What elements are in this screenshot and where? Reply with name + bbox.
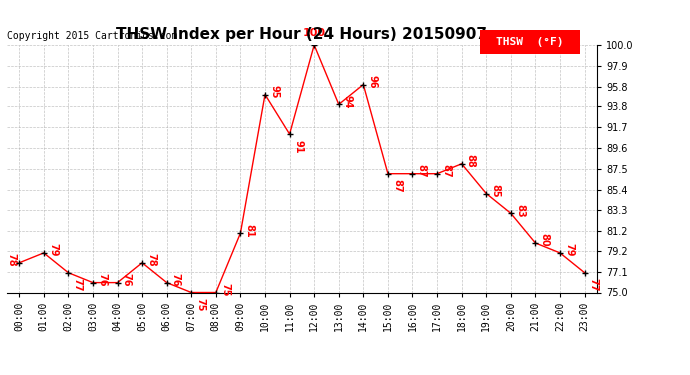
Text: 80: 80 <box>540 233 549 247</box>
Text: 79: 79 <box>48 243 58 257</box>
Text: 100: 100 <box>303 28 326 38</box>
Text: 96: 96 <box>368 75 377 88</box>
Text: 85: 85 <box>491 184 500 198</box>
Text: 79: 79 <box>564 243 574 257</box>
Text: 77: 77 <box>589 279 599 292</box>
Text: 87: 87 <box>392 179 402 193</box>
Text: 75: 75 <box>220 283 230 297</box>
Text: 94: 94 <box>343 95 353 108</box>
Text: 83: 83 <box>515 204 525 218</box>
Text: Copyright 2015 Cartronics.com: Copyright 2015 Cartronics.com <box>7 32 177 41</box>
Text: 76: 76 <box>121 273 132 286</box>
Text: 76: 76 <box>171 273 181 286</box>
Text: 78: 78 <box>7 253 17 267</box>
Text: 88: 88 <box>466 154 476 168</box>
Text: 75: 75 <box>195 298 206 312</box>
Text: 77: 77 <box>72 279 83 292</box>
Text: 91: 91 <box>294 140 304 153</box>
Text: 87: 87 <box>441 164 451 178</box>
Text: 87: 87 <box>417 164 426 178</box>
Text: 95: 95 <box>269 85 279 99</box>
Title: THSW Index per Hour (24 Hours) 20150907: THSW Index per Hour (24 Hours) 20150907 <box>117 27 487 42</box>
Text: 76: 76 <box>97 273 107 286</box>
Text: THSW  (°F): THSW (°F) <box>496 37 563 47</box>
Text: 81: 81 <box>244 224 255 237</box>
Text: 78: 78 <box>146 253 156 267</box>
